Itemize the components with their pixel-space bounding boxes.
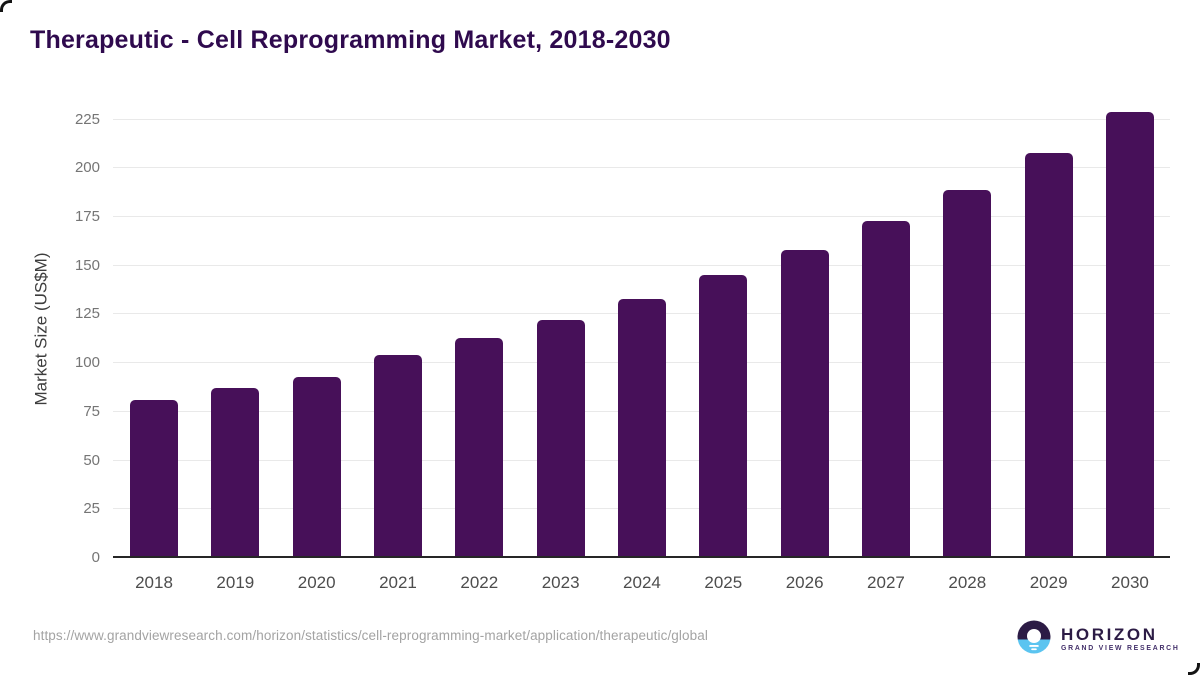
- source-url: https://www.grandviewresearch.com/horizo…: [33, 628, 708, 643]
- bar-2021: [373, 355, 422, 558]
- x-tick-label-2021: 2021: [379, 573, 417, 592]
- y-tick-label: 100: [74, 354, 100, 372]
- bar-2020: [292, 376, 341, 558]
- horizon-sunset-icon: [1017, 620, 1051, 659]
- bar-2019: [211, 388, 260, 558]
- y-axis-title-text: Market Size (US$M): [32, 252, 51, 406]
- x-axis-line: [113, 556, 1170, 558]
- y-tick-label: 50: [83, 451, 100, 469]
- bar-2027: [861, 220, 910, 558]
- x-tick-label-2019: 2019: [216, 573, 255, 592]
- bar-2026: [780, 250, 829, 558]
- x-tick-label-2018: 2018: [135, 573, 173, 592]
- logo-name: HORIZON: [1061, 625, 1158, 645]
- y-tick-label: 225: [74, 110, 100, 128]
- x-tick-label-2030: 2030: [1111, 573, 1149, 592]
- bar-2023: [536, 320, 585, 558]
- y-tick-label: 200: [74, 159, 100, 177]
- bar-2022: [455, 337, 504, 558]
- y-gridline: [113, 167, 1170, 169]
- logo-text: HORIZON GRAND VIEW RESEARCH: [1061, 626, 1180, 653]
- x-tick-label-2027: 2027: [867, 573, 905, 592]
- y-gridline: [113, 215, 1170, 217]
- x-tick-label-2026: 2026: [785, 573, 824, 592]
- x-tick-label-2025: 2025: [704, 573, 743, 592]
- y-gridline: [113, 264, 1170, 266]
- chart-title: Therapeutic - Cell Reprogramming Market,…: [30, 26, 671, 54]
- x-tick-label-2029: 2029: [1029, 573, 1068, 592]
- bar-2018: [130, 400, 178, 558]
- y-tick-label: 0: [91, 549, 100, 566]
- y-tick-label: 125: [74, 305, 100, 323]
- bar-2025: [699, 275, 748, 558]
- x-tick-label-2022: 2022: [460, 573, 499, 592]
- y-tick-label: 175: [74, 207, 100, 225]
- y-tick-label: 75: [83, 402, 100, 420]
- bar-2030: [1105, 111, 1154, 558]
- crop-mark-bottom-right: [1188, 663, 1200, 675]
- x-tick-label-2023: 2023: [541, 573, 580, 592]
- y-gridline: [113, 118, 1170, 120]
- x-tick-label-2024: 2024: [623, 573, 661, 592]
- x-tick-label-2028: 2028: [948, 573, 987, 592]
- crop-mark-top-left: [0, 0, 12, 12]
- x-tick-label-2020: 2020: [297, 573, 336, 592]
- plot-area: 0 25 50 75 100 125 150 175 200 225 2018 2019 2020 202…: [75, 100, 1170, 592]
- y-axis-title: Market Size (US$M): [30, 100, 54, 558]
- bar-2028: [943, 189, 992, 558]
- bar-2024: [617, 298, 666, 558]
- horizon-logo: HORIZON GRAND VIEW RESEARCH: [1017, 620, 1180, 659]
- logo-subtitle: GRAND VIEW RESEARCH: [1061, 645, 1180, 653]
- y-tick-label: 150: [74, 256, 100, 274]
- bar-2029: [1024, 152, 1073, 558]
- y-tick-label: 25: [83, 500, 100, 518]
